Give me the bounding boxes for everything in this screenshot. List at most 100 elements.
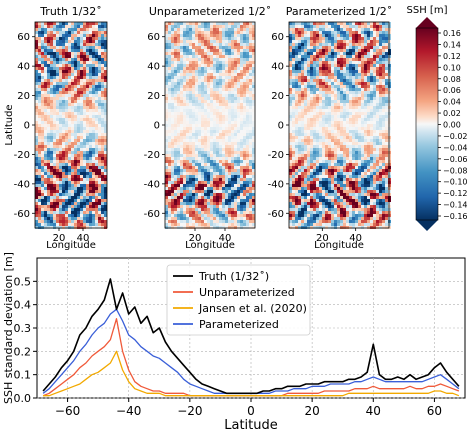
map-cell bbox=[83, 121, 86, 124]
map-cell bbox=[361, 64, 364, 67]
map-cell bbox=[35, 49, 38, 52]
map-cell bbox=[86, 187, 89, 190]
map-cell bbox=[92, 169, 95, 172]
map-cell bbox=[174, 79, 177, 82]
map-cell bbox=[71, 136, 74, 139]
map-cell bbox=[385, 58, 388, 61]
map-cell bbox=[249, 202, 252, 205]
map-cell bbox=[62, 193, 65, 196]
map-xtick-label: 40 bbox=[77, 233, 90, 244]
map-cell bbox=[68, 139, 71, 142]
map-cell bbox=[198, 148, 201, 151]
map-cell bbox=[95, 91, 98, 94]
map-cell bbox=[168, 118, 171, 121]
map-cell bbox=[95, 88, 98, 91]
map-cell bbox=[56, 97, 59, 100]
map-cell bbox=[98, 187, 101, 190]
map-cell bbox=[204, 70, 207, 73]
map-cell bbox=[249, 139, 252, 142]
map-cell bbox=[183, 157, 186, 160]
map-cell bbox=[316, 103, 319, 106]
map-cell bbox=[38, 121, 41, 124]
map-cell bbox=[331, 73, 334, 76]
map-cell bbox=[298, 49, 301, 52]
map-cell bbox=[385, 73, 388, 76]
map-cell bbox=[195, 85, 198, 88]
map-cell bbox=[44, 145, 47, 148]
map-cell bbox=[171, 133, 174, 136]
map-cell bbox=[68, 127, 71, 130]
map-cell bbox=[59, 46, 62, 49]
map-cell bbox=[225, 85, 228, 88]
map-cell bbox=[304, 52, 307, 55]
map-cell bbox=[289, 52, 292, 55]
map-cell bbox=[74, 208, 77, 211]
map-cell bbox=[186, 28, 189, 31]
map-cell bbox=[44, 49, 47, 52]
map-cell bbox=[322, 34, 325, 37]
map-cell bbox=[307, 28, 310, 31]
map-cell bbox=[168, 22, 171, 25]
map-cell bbox=[240, 82, 243, 85]
map-cell bbox=[68, 142, 71, 145]
map-cell bbox=[86, 91, 89, 94]
map-cell bbox=[237, 22, 240, 25]
map-cell bbox=[71, 151, 74, 154]
map-cell bbox=[322, 100, 325, 103]
map-cell bbox=[198, 88, 201, 91]
map-cell bbox=[165, 202, 168, 205]
map-cell bbox=[50, 175, 53, 178]
map-cell bbox=[198, 190, 201, 193]
map-cell bbox=[68, 61, 71, 64]
map-cell bbox=[98, 202, 101, 205]
map-cell bbox=[35, 28, 38, 31]
map-cell bbox=[101, 121, 104, 124]
map-cell bbox=[201, 184, 204, 187]
map-cell bbox=[86, 184, 89, 187]
map-cell bbox=[364, 55, 367, 58]
map-cell bbox=[234, 154, 237, 157]
map-cell bbox=[168, 145, 171, 148]
map-cell bbox=[204, 193, 207, 196]
map-cell bbox=[59, 202, 62, 205]
map-cell bbox=[213, 163, 216, 166]
map-cell bbox=[56, 166, 59, 169]
map-cell bbox=[92, 136, 95, 139]
map-cell bbox=[50, 115, 53, 118]
map-cell bbox=[168, 217, 171, 220]
map-cell bbox=[65, 133, 68, 136]
map-cell bbox=[292, 55, 295, 58]
map-cell bbox=[298, 85, 301, 88]
map-cell bbox=[367, 25, 370, 28]
map-cell bbox=[35, 190, 38, 193]
map-cell bbox=[219, 115, 222, 118]
map-cell bbox=[325, 88, 328, 91]
map-cell bbox=[189, 88, 192, 91]
map-cell bbox=[373, 118, 376, 121]
map-cell bbox=[77, 118, 80, 121]
map-cell bbox=[56, 43, 59, 46]
map-cell bbox=[240, 73, 243, 76]
map-cell bbox=[192, 88, 195, 91]
map-cell bbox=[165, 49, 168, 52]
map-cell bbox=[307, 88, 310, 91]
map-cell bbox=[343, 52, 346, 55]
map-cell bbox=[53, 142, 56, 145]
map-cell bbox=[74, 184, 77, 187]
map-cell bbox=[98, 205, 101, 208]
map-cell bbox=[331, 25, 334, 28]
map-cell bbox=[352, 22, 355, 25]
map-cell bbox=[68, 148, 71, 151]
map-cell bbox=[104, 130, 107, 133]
map-cell bbox=[234, 133, 237, 136]
map-cell bbox=[213, 172, 216, 175]
map-cell bbox=[192, 184, 195, 187]
map-cell bbox=[101, 61, 104, 64]
map-cell bbox=[180, 100, 183, 103]
map-cell bbox=[101, 211, 104, 214]
map-cell bbox=[35, 43, 38, 46]
map-cell bbox=[228, 223, 231, 226]
map-cell bbox=[352, 127, 355, 130]
map-cell bbox=[328, 34, 331, 37]
map-cell bbox=[343, 100, 346, 103]
